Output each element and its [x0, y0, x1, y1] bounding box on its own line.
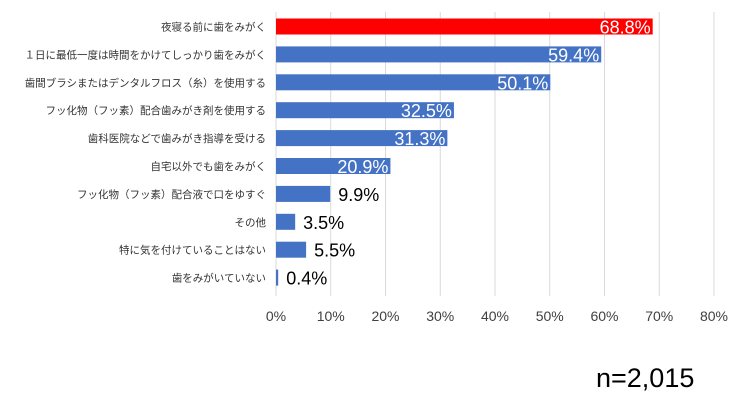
category-label: 歯をみがいていない [172, 272, 266, 285]
bar [276, 213, 296, 230]
x-tick-label: 0% [266, 308, 286, 324]
bar-highlight [276, 18, 653, 35]
x-axis-tick-labels: 0% 10% 20% 30% 40% 50% 60% 70% 80% [266, 308, 728, 324]
bar [276, 74, 551, 91]
x-tick-label: 30% [426, 308, 454, 324]
value-label: 50.1% [497, 73, 548, 93]
x-tick-label: 20% [371, 308, 399, 324]
x-tick-label: 40% [481, 308, 509, 324]
category-label: １日に最低一度は時間をかけてしっかり歯をみがく [25, 48, 267, 61]
x-tick-label: 50% [536, 308, 564, 324]
value-label: 68.8% [600, 18, 651, 38]
bar [276, 241, 307, 258]
x-tick-label: 10% [317, 308, 345, 324]
category-label: 特に気を付けていることはない [119, 244, 266, 257]
x-tick-label: 60% [590, 308, 618, 324]
category-label: 歯科医院などで歯みがき指導を受ける [88, 132, 266, 145]
category-label: 自宅以外でも歯をみがく [151, 160, 267, 173]
bar [276, 130, 448, 147]
category-label: フッ化物（フッ素）配合液で口をゆすぐ [77, 188, 266, 201]
bar [276, 185, 331, 202]
x-tick-label: 70% [645, 308, 673, 324]
value-label: 32.5% [401, 101, 452, 121]
category-label: 夜寝る前に歯をみがく [161, 21, 266, 34]
sample-size-note: n=2,015 [596, 363, 695, 393]
category-label: その他 [235, 216, 267, 229]
category-label: 歯間ブラシまたはデンタルフロス（糸）を使用する [25, 76, 266, 89]
value-label: 0.4% [286, 269, 327, 289]
value-label: 3.5% [303, 213, 344, 233]
x-tick-label: 80% [700, 308, 728, 324]
value-label: 59.4% [548, 45, 599, 65]
bars [276, 18, 653, 286]
category-label: フッ化物（フッ素）配合歯みがき剤を使用する [46, 104, 267, 117]
category-labels: 夜寝る前に歯をみがく １日に最低一度は時間をかけてしっかり歯をみがく歯間ブラシまた… [25, 21, 267, 285]
bar [276, 46, 602, 63]
value-labels: 68.8%59.4%50.1% 32.5% 31.3% 20.9% 9.9% 3.5% 5.… [286, 18, 650, 289]
value-label: 31.3% [394, 129, 445, 149]
bar [276, 102, 454, 119]
value-label: 5.5% [314, 241, 355, 261]
bar [276, 269, 279, 286]
value-label: 9.9% [338, 185, 379, 205]
bar [276, 158, 391, 174]
value-label: 20.9% [337, 157, 388, 177]
